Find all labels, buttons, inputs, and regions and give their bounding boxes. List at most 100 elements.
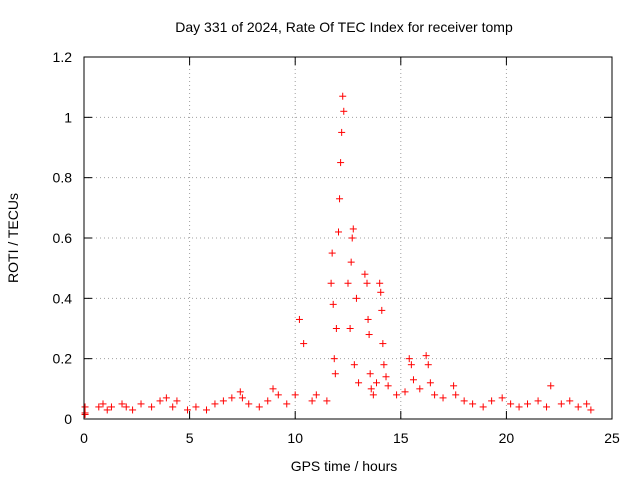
data-point — [148, 403, 156, 411]
data-point — [348, 234, 356, 242]
data-point — [245, 400, 253, 408]
data-point — [328, 249, 336, 257]
data-point — [407, 361, 415, 369]
data-point — [379, 340, 387, 348]
data-point — [330, 355, 338, 363]
data-point — [344, 279, 352, 287]
data-point — [365, 331, 373, 339]
data-point — [363, 279, 371, 287]
data-point — [382, 373, 390, 381]
data-point — [422, 352, 430, 360]
y-axis-label: ROTI / TECUs — [5, 193, 21, 283]
data-point — [452, 391, 460, 399]
data-point — [103, 406, 111, 414]
data-point — [95, 403, 103, 411]
data-point — [236, 388, 244, 396]
data-point — [327, 279, 335, 287]
data-point — [366, 370, 374, 378]
y-tick-label: 0.2 — [53, 351, 73, 367]
data-point — [488, 397, 496, 405]
data-point — [129, 406, 137, 414]
data-point — [369, 391, 377, 399]
data-point — [515, 403, 523, 411]
data-point — [211, 400, 219, 408]
data-point — [479, 403, 487, 411]
data-point — [156, 397, 164, 405]
x-tick-label: 0 — [80, 430, 88, 446]
data-point — [338, 128, 346, 136]
data-point — [378, 306, 386, 314]
data-point — [349, 225, 357, 233]
data-point — [574, 403, 582, 411]
data-points — [81, 92, 595, 418]
data-point — [183, 406, 191, 414]
data-point — [498, 394, 506, 402]
data-point — [460, 397, 468, 405]
data-point — [300, 340, 308, 348]
data-point — [524, 400, 532, 408]
y-tick-label: 0 — [64, 411, 72, 427]
data-point — [81, 403, 89, 411]
data-point — [340, 107, 348, 115]
x-tick-label: 10 — [287, 430, 303, 446]
data-point — [99, 400, 107, 408]
data-point — [380, 361, 388, 369]
data-point — [269, 385, 277, 393]
data-point — [364, 315, 372, 323]
data-point — [426, 379, 434, 387]
x-tick-label: 15 — [393, 430, 409, 446]
data-point — [339, 92, 347, 100]
data-point — [312, 391, 320, 399]
data-point — [118, 400, 126, 408]
data-point — [431, 391, 439, 399]
data-point — [323, 397, 331, 405]
data-point — [401, 388, 409, 396]
x-tick-label: 5 — [186, 430, 194, 446]
data-point — [346, 325, 354, 332]
data-point — [367, 385, 375, 393]
data-point — [424, 361, 432, 369]
data-point — [373, 379, 381, 387]
data-point — [450, 382, 458, 390]
x-axis-label: GPS time / hours — [291, 458, 398, 474]
data-point — [274, 391, 282, 399]
chart-title: Day 331 of 2024, Rate Of TEC Index for r… — [175, 19, 513, 35]
data-point — [173, 397, 181, 405]
data-point — [336, 195, 344, 203]
data-point — [347, 258, 355, 266]
data-point — [329, 300, 337, 308]
data-point — [81, 410, 89, 418]
data-point — [308, 397, 316, 405]
data-point — [352, 294, 360, 302]
data-point — [264, 397, 272, 405]
x-tick-label: 25 — [604, 430, 620, 446]
data-point — [137, 400, 145, 408]
data-point — [543, 403, 551, 411]
data-point — [337, 159, 345, 167]
data-point — [557, 400, 565, 408]
data-point — [202, 406, 210, 414]
data-point — [439, 394, 447, 402]
data-point — [255, 403, 263, 411]
y-tick-label: 1.2 — [53, 49, 73, 65]
data-point — [219, 397, 227, 405]
data-point — [416, 385, 424, 393]
data-point — [162, 394, 170, 402]
data-point — [507, 400, 515, 408]
data-point — [291, 391, 299, 399]
data-point — [350, 361, 358, 369]
data-point — [192, 403, 200, 411]
data-point — [331, 370, 339, 378]
data-point — [228, 394, 236, 402]
data-point — [376, 279, 384, 287]
grid-lines — [84, 57, 612, 419]
data-point — [107, 403, 115, 411]
data-point — [405, 355, 413, 363]
data-point — [409, 376, 417, 384]
y-tick-label: 1 — [64, 109, 72, 125]
data-point — [295, 315, 303, 323]
data-point — [469, 400, 477, 408]
